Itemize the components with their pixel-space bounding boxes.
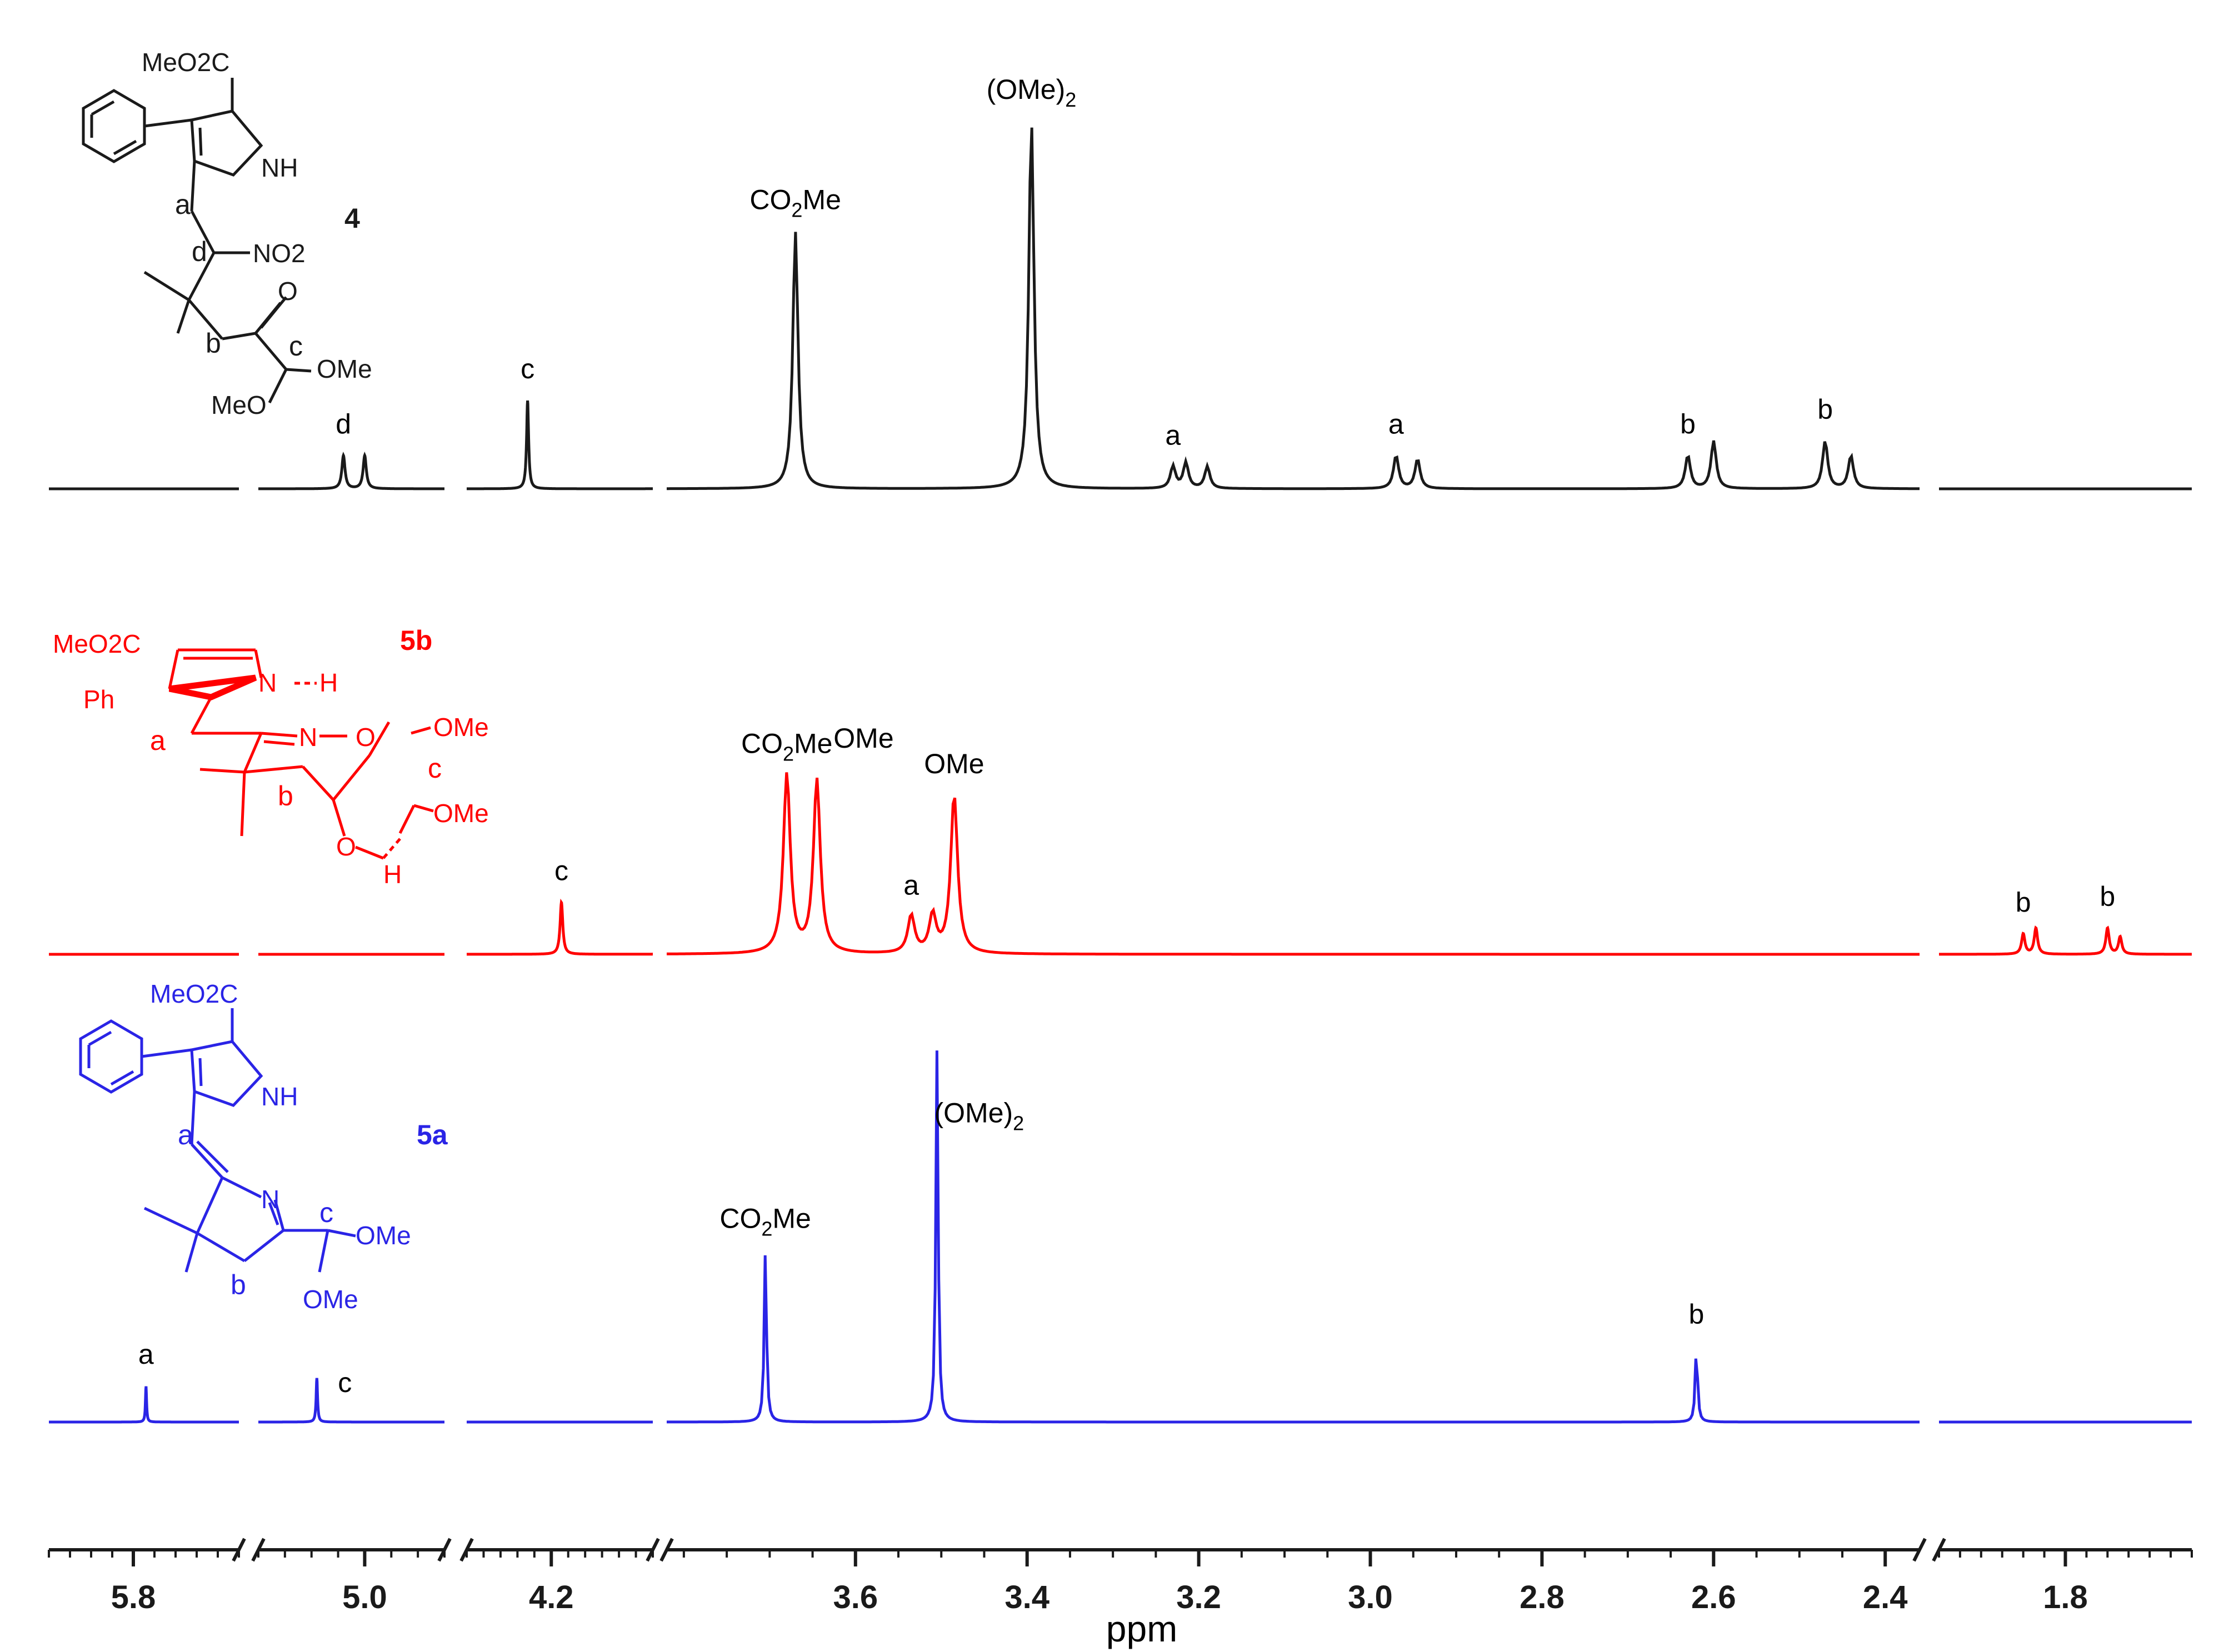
tick-label-3.2: 3.2 — [1176, 1579, 1221, 1615]
tick-label-2.8: 2.8 — [1520, 1579, 1565, 1615]
struct5a-ome1: OMe — [356, 1221, 411, 1250]
struct5a-a: a — [178, 1119, 193, 1150]
peak-label-5b-2: OMe — [833, 723, 893, 754]
tick-label-3.4: 3.4 — [1004, 1579, 1049, 1615]
struct5a-meo2c: MeO2C — [150, 979, 238, 1008]
peak-label-5a-1: c — [338, 1367, 352, 1398]
peak-label-5a-4: b — [1689, 1299, 1705, 1330]
peak-label-4-3: CO2Me — [749, 184, 841, 222]
pyrrole-ring-5a — [190, 1040, 263, 1107]
struct4-meo2c: MeO2C — [142, 48, 229, 77]
axis-break-mark — [232, 1538, 246, 1562]
struct5a-number: 5a — [417, 1119, 448, 1150]
struct5b-number: 5b — [400, 625, 432, 656]
spectrum-5a-segment-4 — [667, 1050, 1920, 1424]
peak-label-5b-6: b — [2016, 887, 2031, 918]
axis-break-mark — [646, 1538, 660, 1562]
tick-label-2.4: 2.4 — [1863, 1579, 1908, 1615]
peak-label-4-12: b — [1817, 394, 1833, 425]
struct5b-o2: O — [336, 832, 356, 861]
spectrum-5b-segment-4 — [667, 772, 1920, 956]
tick-label-1.8: 1.8 — [2043, 1579, 2088, 1615]
peak-label-5b-3: a — [903, 869, 919, 900]
peak-label-4-5: a — [1165, 419, 1181, 450]
struct4-no2: NO2 — [253, 239, 306, 268]
struct4-number: 4 — [344, 203, 360, 234]
tick-label-5.0: 5.0 — [342, 1579, 387, 1615]
struct4-c: c — [289, 331, 303, 362]
struct4-ome: OMe — [317, 354, 372, 383]
struct5b-h1: H — [319, 668, 338, 697]
struct5a-c: c — [319, 1197, 333, 1228]
x-axis: 5.8 5.0 4.2 3.6 3.4 3.2 3.0 2.8 2.6 2.4 1.8 — [48, 1538, 2193, 1615]
peak-label-5a-0: a — [138, 1339, 154, 1370]
axis-break-mark — [437, 1538, 452, 1562]
axis-break-mark — [251, 1538, 266, 1562]
struct4-d: d — [192, 236, 207, 267]
tick-label-2.6: 2.6 — [1691, 1579, 1736, 1615]
axis-break-mark — [459, 1538, 474, 1562]
struct5b-b: b — [278, 780, 293, 812]
struct5a-b: b — [231, 1269, 246, 1300]
peak-label-4-10: b — [1680, 408, 1696, 439]
struct4-b: b — [206, 328, 221, 359]
struct4-o: O — [278, 277, 298, 306]
struct4-meo: MeO — [211, 391, 267, 419]
x-axis-label: ppm — [1106, 1608, 1177, 1649]
struct5a-nh: NH — [261, 1082, 298, 1111]
spectrum-4-segment-3 — [467, 400, 653, 490]
spectrum-5b-segment-3 — [467, 898, 653, 956]
struct5b-c: c — [428, 753, 442, 784]
peak-label-4-4: (OMe)2 — [987, 74, 1077, 111]
struct5a-ome2: OMe — [303, 1285, 358, 1314]
struct5b-meo2c: MeO2C — [53, 629, 141, 658]
struct5b-ome2: OMe — [433, 799, 489, 828]
spectrum-5b-segment-5 — [1939, 925, 2192, 956]
struct5b-a: a — [150, 725, 166, 756]
peak-label-5a-3: (OMe)2 — [934, 1097, 1024, 1134]
structure-4: MeO2C NH a d NO2 b c O OMe MeO 4 — [82, 48, 372, 419]
struct5b-h2: H — [383, 860, 402, 889]
tick-label-4.2: 4.2 — [529, 1579, 574, 1615]
spectrum-5a-segment-2 — [258, 1378, 444, 1424]
struct5b-ph: Ph — [83, 685, 114, 714]
spectrum-4-segment-4 — [667, 127, 1920, 490]
peak-label-4-8: a — [1388, 408, 1404, 439]
axis-break-mark — [1912, 1538, 1927, 1562]
tick-label-5.8: 5.8 — [111, 1579, 156, 1615]
tick-label-3.0: 3.0 — [1348, 1579, 1393, 1615]
struct5a-n: N — [261, 1185, 279, 1214]
tick-label-3.6: 3.6 — [833, 1579, 878, 1615]
structure-5a: MeO2C NH a N c OMe b OMe 5a — [79, 979, 448, 1314]
peak-label-5b-5: OMe — [924, 748, 984, 779]
peak-label-4-0: d — [336, 408, 351, 439]
struct5b-o1: O — [356, 723, 376, 752]
axis-break-mark — [659, 1538, 674, 1562]
pyrrole-ring-5b — [168, 674, 257, 700]
peak-label-5a-2: CO2Me — [719, 1203, 811, 1240]
struct4-nh: NH — [261, 153, 298, 182]
peak-label-5b-1: CO2Me — [741, 728, 833, 765]
benzene-ring-4 — [82, 89, 146, 163]
axis-break-mark — [1932, 1538, 1946, 1562]
peak-label-4-2: c — [521, 353, 534, 384]
struct5b-ome1: OMe — [433, 713, 489, 742]
benzene-ring-5a — [79, 1019, 143, 1094]
spectra-group — [49, 127, 2192, 1424]
struct4-a: a — [175, 189, 191, 220]
spectrum-5a-segment-1 — [49, 1386, 239, 1424]
peak-label-5b-8: b — [2100, 881, 2115, 912]
struct5b-n2: N — [299, 723, 317, 752]
structure-5b: MeO2C Ph N H a N O OMe c b OMe O H 5b — [53, 625, 489, 889]
peak-label-5b-0: c — [554, 855, 568, 886]
spectrum-4-segment-2 — [258, 452, 444, 490]
struct5b-n1: N — [258, 668, 277, 697]
pyrrole-ring-4 — [190, 109, 263, 177]
